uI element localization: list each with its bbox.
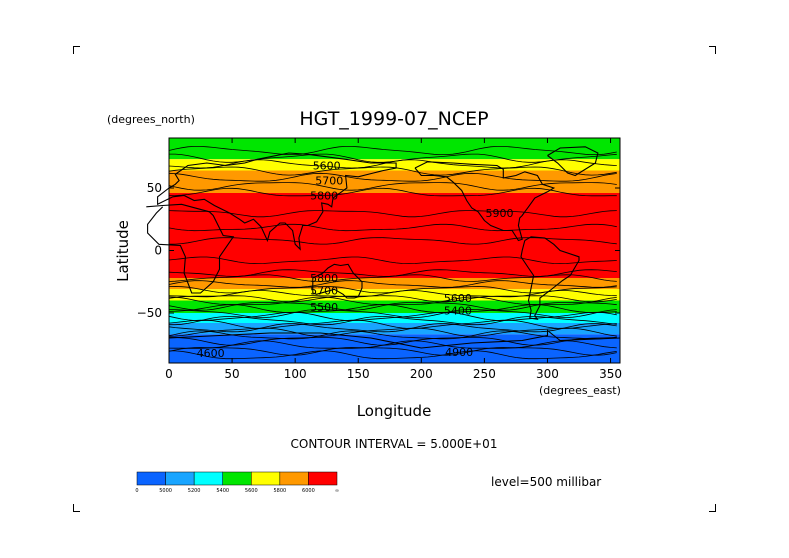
colorbar-label-3: 5400: [216, 488, 229, 494]
contour-line-29: [168, 347, 617, 356]
coast-north-america: [414, 161, 556, 242]
contour-label-4: 5800: [310, 272, 338, 285]
y-tick-label-1: 0: [154, 244, 162, 258]
contour-label-5: 5700: [310, 285, 338, 298]
crop-marks: [73, 46, 716, 512]
contour-line-24: [168, 323, 617, 333]
contour-line-27: [169, 337, 617, 346]
contour-line-13: [168, 280, 617, 288]
contour-line-10: [168, 256, 617, 265]
band-4: [169, 278, 620, 290]
contour-labels: 5600570058005900580057005500560054004600…: [197, 160, 514, 361]
contour-line-25: [168, 327, 617, 337]
x-tick-label-2: 100: [284, 367, 307, 381]
coast-australia: [312, 263, 363, 299]
x-tick-label-6: 300: [536, 367, 559, 381]
contour-line-23: [168, 319, 617, 329]
x-tick-label-4: 200: [410, 367, 433, 381]
y-axis-label: Latitude: [114, 220, 132, 282]
band-7: [169, 313, 620, 323]
crop-mark-top-right: [709, 46, 716, 54]
coast-africa: [146, 203, 235, 294]
y-tick-label-2: −50: [137, 306, 162, 320]
contour-label-3: 5900: [486, 207, 514, 220]
chart-title: HGT_1999-07_NCEP: [299, 108, 488, 130]
contour-line-4: [168, 172, 617, 182]
colorbar-label-7: ∞: [335, 488, 339, 494]
axis-ticks: 0 50 100 150 200 250 300 350 50 0 −50: [137, 138, 622, 381]
band-0: [169, 138, 620, 160]
contour-line-6: [168, 187, 617, 197]
contour-label-10: 4900: [445, 346, 473, 359]
x-tick-label-7: 350: [599, 367, 622, 381]
band-5: [169, 289, 620, 301]
colorbar-swatch-6: [308, 471, 338, 486]
band-8: [169, 323, 620, 335]
plot-area: 5600570058005900580057005500560054004600…: [146, 137, 621, 364]
x-tick-label-0: 0: [165, 367, 173, 381]
colorbar-label-2: 5200: [188, 488, 201, 494]
contour-line-15: [168, 290, 617, 298]
contour-line-19: [168, 304, 617, 314]
crop-mark-bottom-right: [709, 504, 716, 512]
coast-antarctica: [168, 329, 621, 349]
band-1: [169, 159, 620, 171]
contour-label-7: 5600: [444, 292, 472, 305]
level-text: level=500 millibar: [491, 475, 601, 489]
colorbar-label-5: 5800: [273, 488, 286, 494]
colorbar-label-6: 6000: [302, 488, 315, 494]
colorbar-swatch-5: [279, 471, 309, 486]
band-2: [169, 170, 620, 193]
coast-south-america: [520, 236, 580, 321]
coast-greenland: [547, 146, 599, 177]
band-3: [169, 193, 620, 278]
contour-interval-text: CONTOUR INTERVAL = 5.000E+01: [291, 437, 498, 451]
contour-label-9: 4600: [197, 347, 225, 360]
x-axis-unit: (degrees_east): [539, 384, 621, 397]
contour-label-2: 5800: [310, 190, 338, 203]
colorbar-label-0: 0: [135, 488, 138, 494]
x-tick-label-1: 50: [224, 367, 239, 381]
contour-line-12: [168, 274, 617, 282]
contour-line-20: [168, 308, 617, 319]
contour-line-8: [168, 223, 617, 232]
colorbar-label-1: 5000: [159, 488, 172, 494]
contour-label-1: 5700: [315, 175, 343, 188]
contour-line-0: [168, 146, 617, 155]
contour-line-3: [168, 166, 617, 176]
crop-mark-bottom-left: [73, 504, 80, 512]
contour-line-7: [168, 210, 617, 218]
y-axis-unit: (degrees_north): [107, 113, 195, 126]
coastlines: [146, 146, 621, 349]
x-tick-label-5: 250: [473, 367, 496, 381]
colorbar-swatch-4: [251, 471, 281, 486]
contour-line-28: [168, 340, 617, 349]
colorbar-swatch-3: [222, 471, 252, 486]
contour-label-6: 5500: [310, 301, 338, 314]
colorbar-swatch-0: [136, 471, 166, 486]
contour-line-18: [168, 302, 617, 311]
x-tick-label-3: 150: [347, 367, 370, 381]
colorbar-swatch-1: [165, 471, 195, 486]
coast-eurasia: [157, 152, 397, 251]
contour-label-8: 5400: [444, 305, 472, 318]
contour-label-0: 5600: [313, 160, 341, 173]
colorbar-label-4: 5600: [245, 488, 258, 494]
x-axis-label: Longitude: [357, 402, 432, 420]
contour-line-2: [168, 159, 617, 169]
crop-mark-top-left: [73, 46, 80, 54]
colorbar: 0 5000 5200 5400 5600 5800 6000 ∞: [135, 471, 339, 494]
y-tick-label-0: 50: [147, 181, 162, 195]
colorbar-swatch-2: [193, 471, 223, 486]
contour-line-22: [169, 316, 617, 326]
contour-line-30: [169, 350, 617, 360]
